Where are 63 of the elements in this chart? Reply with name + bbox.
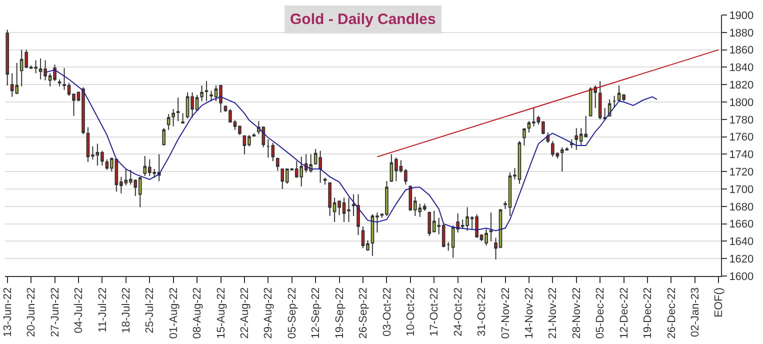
candlestick bbox=[58, 78, 62, 87]
x-tick-label: 24-Oct-22 bbox=[452, 287, 464, 336]
x-tick-label: 20-Jun-22 bbox=[26, 287, 38, 337]
x-tick-label: 19-Sep-22 bbox=[334, 287, 346, 339]
y-tick-label: 1620 bbox=[729, 253, 754, 266]
x-tick-label: 21-Nov-22 bbox=[547, 287, 560, 339]
x-tick-label: 22-Aug-22 bbox=[239, 287, 252, 339]
y-tick-label: 1740 bbox=[729, 149, 754, 162]
x-tick-label: 03-Oct-22 bbox=[381, 287, 394, 336]
x-tick-label: 08-Aug-22 bbox=[192, 287, 204, 339]
candlestick bbox=[266, 138, 270, 158]
candlestick bbox=[323, 177, 327, 186]
x-tick-label: 13-Jun-22 bbox=[2, 287, 14, 337]
candlestick bbox=[6, 29, 10, 86]
x-tick-label: 19-Dec-22 bbox=[642, 287, 654, 339]
y-tick-label: 1760 bbox=[729, 132, 754, 144]
y-tick-label: 1820 bbox=[729, 79, 754, 92]
x-tick-label: 15-Aug-22 bbox=[215, 287, 228, 339]
candlestick bbox=[181, 112, 184, 124]
x-tick-label: 05-Dec-22 bbox=[594, 287, 607, 339]
x-tick-label: 29-Aug-22 bbox=[262, 287, 275, 339]
y-tick-label: 1640 bbox=[729, 236, 754, 248]
chart-title: Gold - Daily Candles bbox=[290, 11, 436, 28]
candlestick bbox=[276, 157, 280, 172]
x-tick-label: 26-Sep-22 bbox=[358, 287, 370, 339]
y-tick-label: 1800 bbox=[729, 96, 754, 109]
x-tick-label: 05-Sep-22 bbox=[286, 287, 298, 339]
x-tick-label: 07-Nov-22 bbox=[500, 287, 512, 339]
x-tick-label: 10-Oct-22 bbox=[404, 287, 417, 336]
candlestick bbox=[489, 212, 493, 242]
x-tick-label: 12-Dec-22 bbox=[618, 287, 630, 339]
x-tick-label: 17-Oct-22 bbox=[428, 287, 441, 336]
x-tick-label: 01-Aug-22 bbox=[168, 287, 180, 339]
x-tick-label: 12-Sep-22 bbox=[310, 287, 322, 339]
candlestick bbox=[204, 80, 208, 102]
y-tick-label: 1600 bbox=[729, 270, 754, 283]
x-tick-label: 14-Nov-22 bbox=[524, 287, 536, 339]
x-tick-label: 28-Nov-22 bbox=[570, 287, 583, 339]
line-series bbox=[44, 69, 658, 232]
y-tick-label: 1720 bbox=[729, 166, 754, 178]
x-tick-label: EOF() bbox=[713, 287, 726, 318]
x-tick-label: 27-Jun-22 bbox=[49, 287, 62, 337]
candlestick bbox=[522, 128, 526, 146]
x-tick-label: 31-Oct-22 bbox=[476, 287, 488, 336]
y-tick-label: 1840 bbox=[729, 62, 754, 74]
y-tick-label: 1660 bbox=[729, 218, 754, 231]
y-tick-label: 1860 bbox=[729, 44, 754, 57]
x-tick-label: 18-Jul-22 bbox=[120, 287, 132, 334]
candlestick bbox=[570, 138, 574, 149]
x-tick-label: 25-Jul-22 bbox=[144, 287, 156, 334]
x-tick-label: 26-Dec-22 bbox=[666, 287, 678, 339]
y-tick-label: 1780 bbox=[729, 114, 754, 126]
y-tick-label: 1700 bbox=[729, 184, 754, 196]
y-tick-label: 1880 bbox=[729, 27, 754, 40]
y-tick-label: 1900 bbox=[729, 10, 754, 22]
x-tick-label: 02-Jan-23 bbox=[689, 287, 702, 337]
candlestick bbox=[271, 142, 275, 162]
x-tick-label: 04-Jul-22 bbox=[73, 287, 86, 334]
candlestick bbox=[176, 97, 180, 122]
x-tick-label: 11-Jul-22 bbox=[96, 287, 109, 332]
y-tick-label: 1680 bbox=[729, 201, 754, 214]
candlestick bbox=[612, 95, 616, 108]
candlestick bbox=[162, 128, 166, 146]
